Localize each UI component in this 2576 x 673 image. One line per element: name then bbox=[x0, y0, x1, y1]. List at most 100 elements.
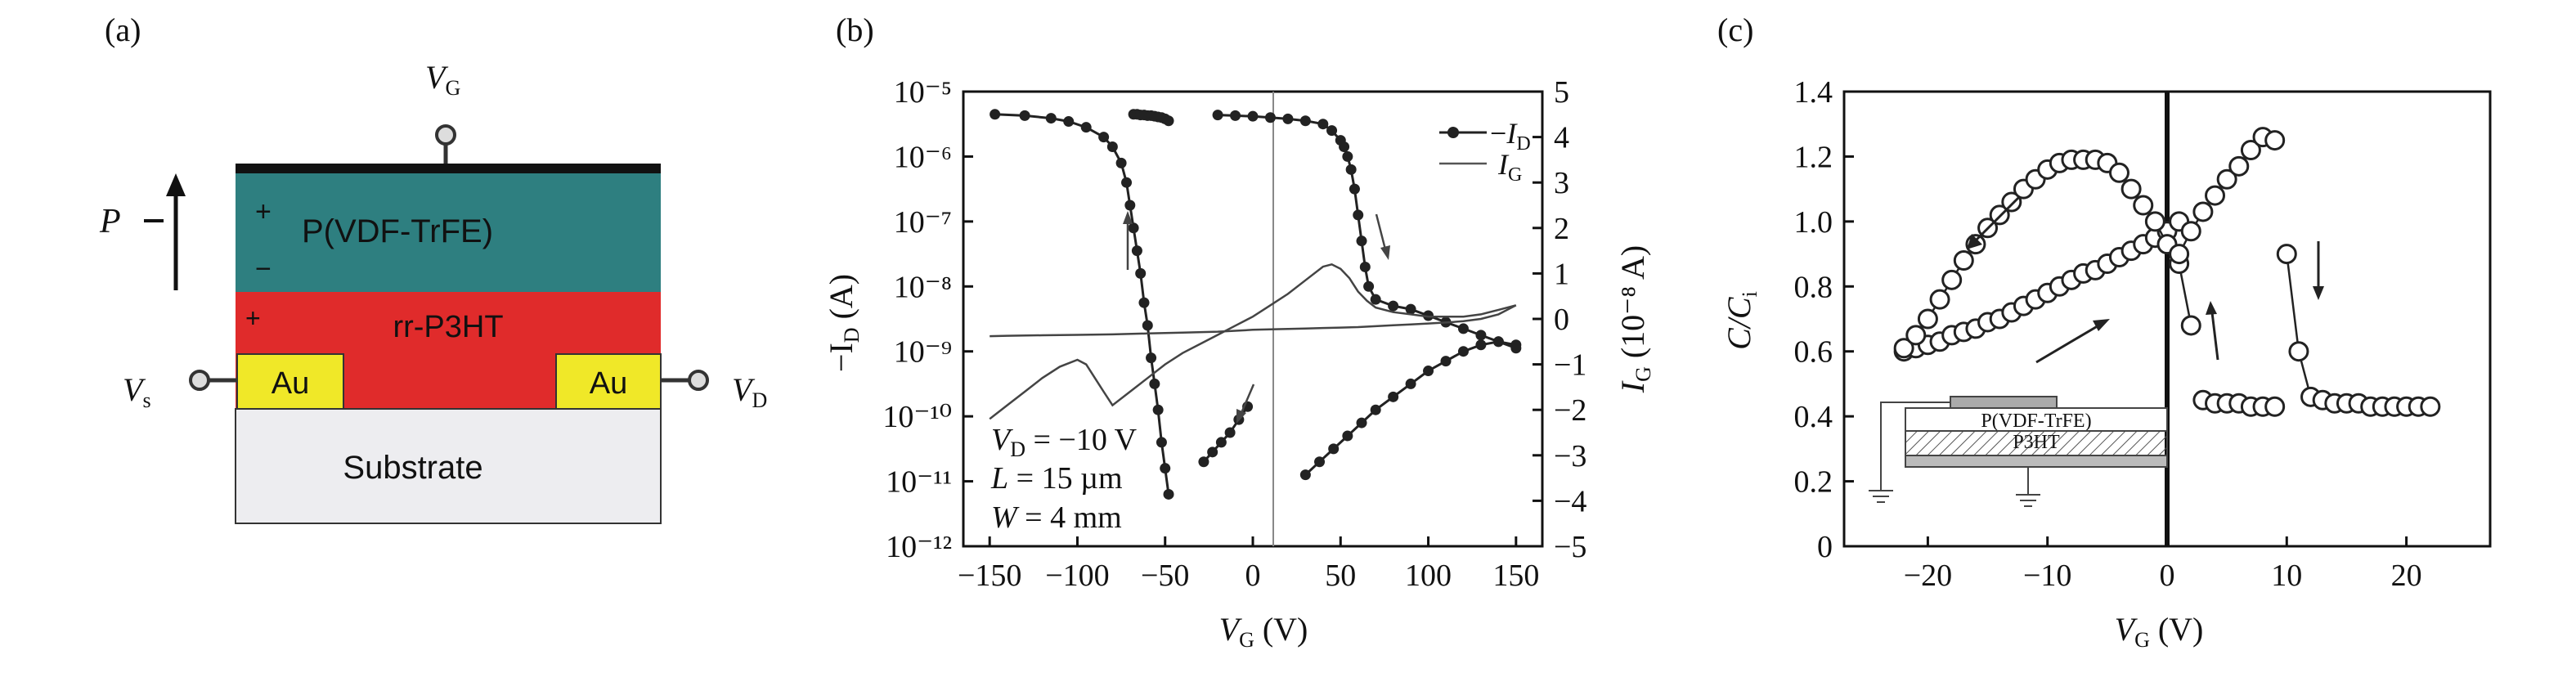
source-terminal bbox=[189, 370, 210, 391]
series-id-point bbox=[1335, 135, 1346, 146]
chart-b-xtick-label: −50 bbox=[1141, 559, 1189, 593]
series-c-point bbox=[1953, 250, 1974, 271]
series-c-point bbox=[2420, 396, 2441, 417]
arrowhead-b-diag bbox=[1236, 409, 1246, 424]
ferro-layer bbox=[236, 173, 661, 292]
chart-b-ytick-right-label: 2 bbox=[1554, 212, 1569, 246]
series-id-point bbox=[1356, 417, 1367, 428]
chart-c-ytick-label: 0.6 bbox=[1794, 335, 1833, 370]
source-label: Vs bbox=[123, 371, 151, 412]
series-id-point bbox=[1045, 113, 1057, 124]
series-c-point bbox=[2264, 130, 2286, 151]
gate-electrode bbox=[236, 164, 661, 173]
series-c-point bbox=[2205, 185, 2226, 206]
chart-c-ytick-label: 0 bbox=[1817, 530, 1833, 564]
legend-id-marker bbox=[1447, 127, 1459, 138]
series-c-point bbox=[2144, 211, 2165, 232]
series-id-point bbox=[1080, 122, 1092, 133]
annotation-l: L = 15 µm bbox=[990, 461, 1123, 496]
chart-b-arrows bbox=[1123, 211, 1390, 424]
series-id-point bbox=[1063, 116, 1075, 128]
chart-b-ytick-right-label: 1 bbox=[1554, 257, 1569, 291]
chart-b-xtick-label: −150 bbox=[958, 559, 1021, 593]
arrow-c-1 bbox=[1973, 195, 2022, 243]
series-c-point bbox=[1929, 289, 1950, 310]
substrate-layer bbox=[235, 408, 662, 524]
series-id-point bbox=[1349, 183, 1360, 195]
series-c-point bbox=[2264, 396, 2286, 417]
inset-semi-layer bbox=[1905, 430, 2168, 456]
series-c-point bbox=[2216, 168, 2237, 190]
chart-b-ytick-right-label: −3 bbox=[1554, 439, 1586, 473]
series-id-point bbox=[1299, 469, 1311, 481]
semiconductor-label: rr-P3HT bbox=[393, 310, 503, 344]
series-c-branch-1 bbox=[1903, 159, 2192, 349]
series-c-point bbox=[2288, 341, 2309, 362]
series-id-point bbox=[1121, 177, 1133, 188]
arrow-c-2 bbox=[2035, 323, 2101, 364]
chart-c-xtick-label: −10 bbox=[2023, 559, 2071, 593]
series-c-point bbox=[2228, 155, 2250, 177]
chart-c-ytick-label: 1.4 bbox=[1794, 75, 1833, 110]
ferro-minus: − bbox=[255, 253, 272, 285]
series-id-point bbox=[1363, 280, 1375, 292]
series-id-point bbox=[1135, 267, 1147, 279]
series-id-point bbox=[1440, 356, 1452, 367]
arrowhead-c-2 bbox=[2093, 319, 2110, 331]
series-id-point bbox=[1212, 110, 1223, 121]
ferro-layer-label: P(VDF-TrFE) bbox=[302, 213, 493, 249]
chart-capacitance: −20 −10 0 10 20 0 0.2 0.4 0.6 0.8 1.0 1.2 1.4 P(VDF… bbox=[1721, 75, 2492, 652]
series-id-point bbox=[1142, 320, 1153, 331]
series-id-point bbox=[1405, 378, 1416, 389]
chart-b-ytick-left-label: 10⁻⁵ bbox=[894, 75, 952, 110]
legend-id-label: −ID bbox=[1490, 117, 1531, 155]
chart-b-ylabel-left: −ID (A) bbox=[823, 274, 864, 372]
series-id-point bbox=[1345, 164, 1357, 175]
chart-c-xtick-label: −20 bbox=[1904, 559, 1952, 593]
series-id-point bbox=[1163, 488, 1174, 500]
series-id-point bbox=[1492, 336, 1504, 348]
ferro-plus: + bbox=[255, 196, 272, 227]
series-c-point bbox=[2133, 195, 2154, 216]
chart-b-ytick-right-label: 0 bbox=[1554, 303, 1569, 337]
series-id-point bbox=[1146, 352, 1157, 364]
series-id-point bbox=[1359, 261, 1371, 272]
inset-top-electrode bbox=[1950, 396, 2058, 409]
chart-b-ytick-right-label: 3 bbox=[1554, 166, 1569, 200]
chart-c-ytick-label: 0.2 bbox=[1794, 465, 1833, 500]
chart-b-ytick-left-label: 10⁻⁶ bbox=[894, 140, 952, 174]
series-c-point bbox=[2001, 191, 2022, 213]
series-ig-branch-1 bbox=[990, 304, 1517, 338]
series-id-point bbox=[1457, 346, 1469, 357]
series-c-point bbox=[2180, 221, 2201, 242]
chart-b-legend: −ID IG bbox=[1439, 117, 1531, 186]
chart-b-xtick-label: 50 bbox=[1325, 559, 1356, 593]
polarization-arrowhead bbox=[166, 173, 186, 196]
series-id-point bbox=[1423, 366, 1434, 377]
chart-b-ytick-left-label: 10⁻⁸ bbox=[894, 270, 952, 304]
capacitor-inset: P(VDF-TrFE) P3HT bbox=[1869, 396, 2168, 507]
series-c-point bbox=[2108, 162, 2129, 183]
chart-c-ytick-label: 1.2 bbox=[1794, 140, 1833, 174]
arrowhead-b-down bbox=[1380, 245, 1390, 260]
series-id-point bbox=[990, 109, 1001, 120]
series-id-point bbox=[1299, 115, 1311, 127]
series-c-point bbox=[2240, 139, 2261, 160]
chart-b-ytick-right-label: −5 bbox=[1554, 530, 1586, 564]
chart-b-xtick-label: 150 bbox=[1492, 559, 1539, 593]
chart-b-ylabel-right: IG (10⁻⁸ A) bbox=[1614, 245, 1655, 394]
panel-label-b: (b) bbox=[836, 11, 874, 48]
series-id-point bbox=[1328, 443, 1340, 455]
series-c-point bbox=[1941, 269, 1963, 290]
inset-ferro-label: P(VDF-TrFE) bbox=[1981, 411, 2091, 432]
series-id-point bbox=[1475, 339, 1487, 351]
annotation-w: W = 4 mm bbox=[991, 500, 1122, 535]
series-c-point bbox=[1905, 325, 1927, 346]
chart-b-xlabel: VG (V) bbox=[1219, 611, 1308, 652]
series-c-branch-3 bbox=[2286, 253, 2430, 408]
arrowhead-c-1 bbox=[1967, 234, 1982, 249]
series-id-point bbox=[1353, 209, 1364, 221]
chart-b-ytick-right-label: −1 bbox=[1554, 348, 1586, 383]
substrate-label: Substrate bbox=[343, 450, 482, 486]
series-c-point bbox=[2180, 315, 2201, 336]
